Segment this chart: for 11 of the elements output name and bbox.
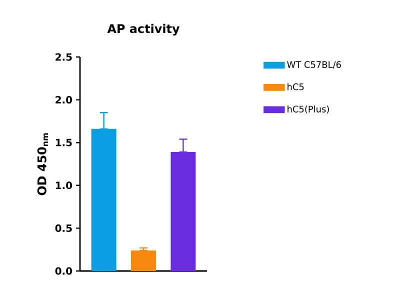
y-tick-label: 2.0: [56, 96, 72, 104]
legend-label: hC5: [288, 83, 304, 90]
y-axis-title: OD 450$_{nm}$: [37, 133, 48, 196]
legend-label: hC5(Plus): [288, 106, 329, 114]
y-tick-label: 0.5: [55, 224, 72, 232]
y-tick-label: 2.5: [56, 53, 72, 61]
y-tick-label: 1.0: [56, 182, 72, 190]
y-tick-label: 1.5: [56, 138, 72, 146]
legend-label: WT C57BL/6: [287, 61, 341, 69]
y-tick-label: 0.0: [55, 267, 72, 275]
chart-title: AP activity: [107, 24, 180, 36]
